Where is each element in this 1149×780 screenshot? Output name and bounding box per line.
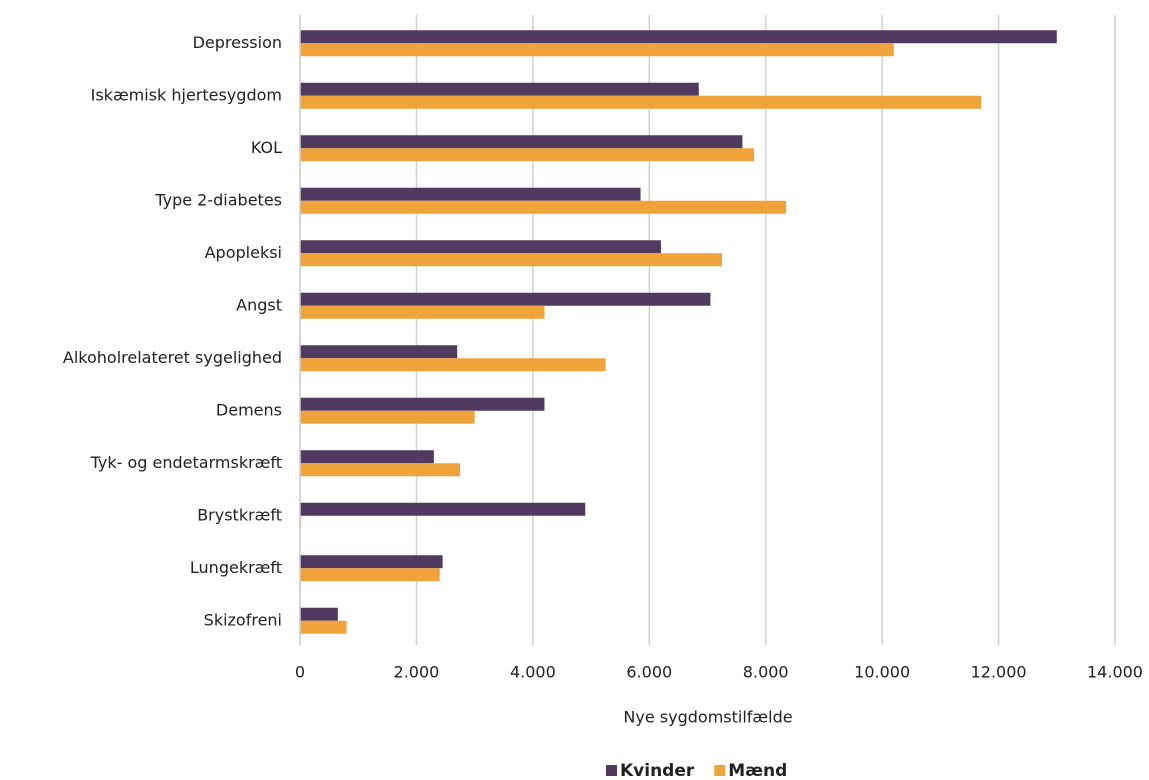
bar (300, 187, 641, 201)
bar (300, 463, 461, 477)
y-tick-label: Type 2-diabetes (154, 190, 282, 209)
bar (300, 607, 338, 621)
y-tick-label: Apopleksi (205, 243, 282, 262)
bar (300, 305, 545, 319)
bar (300, 292, 711, 306)
bar (300, 568, 440, 582)
bar (300, 502, 586, 516)
legend-swatch (714, 765, 726, 776)
legend-label: Kvinder (620, 761, 695, 780)
y-tick-label: Depression (193, 33, 282, 52)
bar (300, 82, 699, 96)
legend: Kvinder Mænd (606, 761, 787, 780)
bar (300, 450, 434, 464)
bar (300, 410, 475, 424)
y-tick-label: Angst (236, 295, 282, 314)
bar (300, 397, 545, 411)
x-tick-label: 14.000 (1087, 663, 1143, 682)
x-axis-title: Nye sygdomstilfælde (623, 708, 792, 727)
bar (300, 148, 755, 162)
bar (300, 43, 894, 57)
legend-swatch (606, 765, 617, 776)
y-tick-label: Demens (216, 400, 282, 419)
bar (300, 95, 982, 109)
x-tick-label: 0 (295, 663, 305, 682)
y-tick-label: Tyk- og endetarmskræft (90, 453, 282, 472)
y-tick-label: Alkoholrelateret sygelighed (63, 348, 282, 367)
y-tick-label: KOL (251, 138, 282, 157)
bar (300, 253, 723, 267)
x-tick-label: 6.000 (626, 663, 672, 682)
x-tick-label: 2.000 (394, 663, 440, 682)
bar (300, 345, 458, 359)
legend-label: Mænd (728, 761, 787, 780)
y-tick-label: Skizofreni (204, 610, 282, 629)
x-tick-label: 12.000 (971, 663, 1027, 682)
bar (300, 620, 347, 634)
bar (300, 135, 743, 149)
x-tick-label: 8.000 (743, 663, 789, 682)
bar (300, 555, 443, 569)
x-tick-label: 4.000 (510, 663, 556, 682)
y-tick-label: Lungekræft (190, 558, 282, 577)
x-tick-label: 10.000 (854, 663, 910, 682)
y-tick-label: Iskæmisk hjertesygdom (91, 85, 282, 104)
y-tick-label: Brystkræft (197, 505, 282, 524)
bar (300, 358, 606, 372)
bar (300, 200, 787, 214)
bar (300, 240, 661, 254)
bar (300, 30, 1057, 44)
